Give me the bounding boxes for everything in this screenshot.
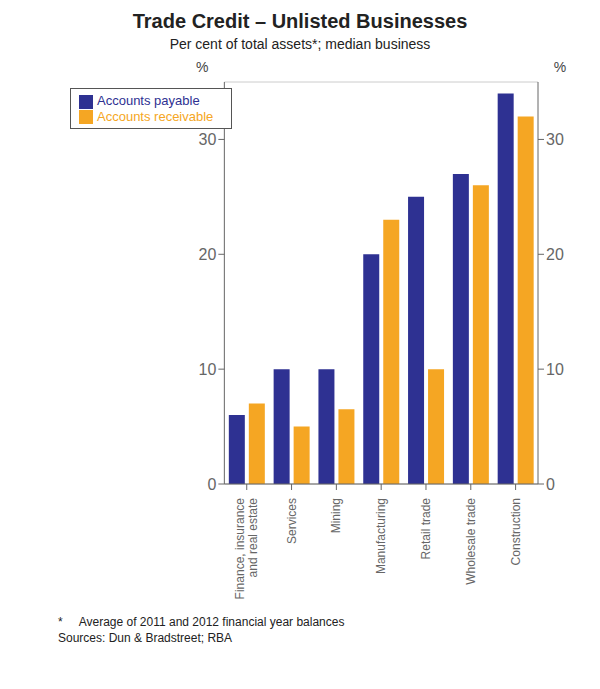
html-text:Trade Credit – Unlisted Busine: Trade Credit – Unlisted Businesses [132, 10, 468, 32]
html-text:Accounts payable: Accounts payable [97, 93, 200, 108]
svg-text:30: 30 [546, 131, 564, 148]
svg-text:Services: Services [285, 498, 299, 544]
svg-text:Construction: Construction [509, 498, 523, 565]
html-text:* Average of 2011 and 2012 fin: * Average of 2011 and 2012 financial yea… [58, 615, 345, 629]
svg-text:%: % [554, 59, 566, 75]
svg-text:30: 30 [199, 131, 217, 148]
svg-text:Manufacturing: Manufacturing [374, 498, 388, 574]
html-text:Accounts receivable: Accounts receivable [97, 108, 214, 124]
svg-text:0: 0 [207, 476, 216, 493]
svg-text:0: 0 [546, 476, 555, 493]
svg-text:Finance, insuranceand real est: Finance, insuranceand real estate [233, 498, 260, 600]
svg-text:Wholesale trade: Wholesale trade [464, 498, 478, 585]
svg-text:10: 10 [199, 361, 217, 378]
svg-text:10: 10 [546, 361, 564, 378]
html-text:Per cent of total assets*; med: Per cent of total assets*; median busine… [169, 36, 431, 52]
svg-text:Mining: Mining [329, 498, 343, 533]
html-text:Sources: Dun & Bradstreet; RBA: Sources: Dun & Bradstreet; RBA [58, 631, 233, 645]
svg-text:20: 20 [546, 246, 564, 263]
svg-text:Retail trade: Retail trade [419, 498, 433, 560]
svg-text:%: % [196, 59, 208, 75]
svg-text:20: 20 [199, 246, 217, 263]
